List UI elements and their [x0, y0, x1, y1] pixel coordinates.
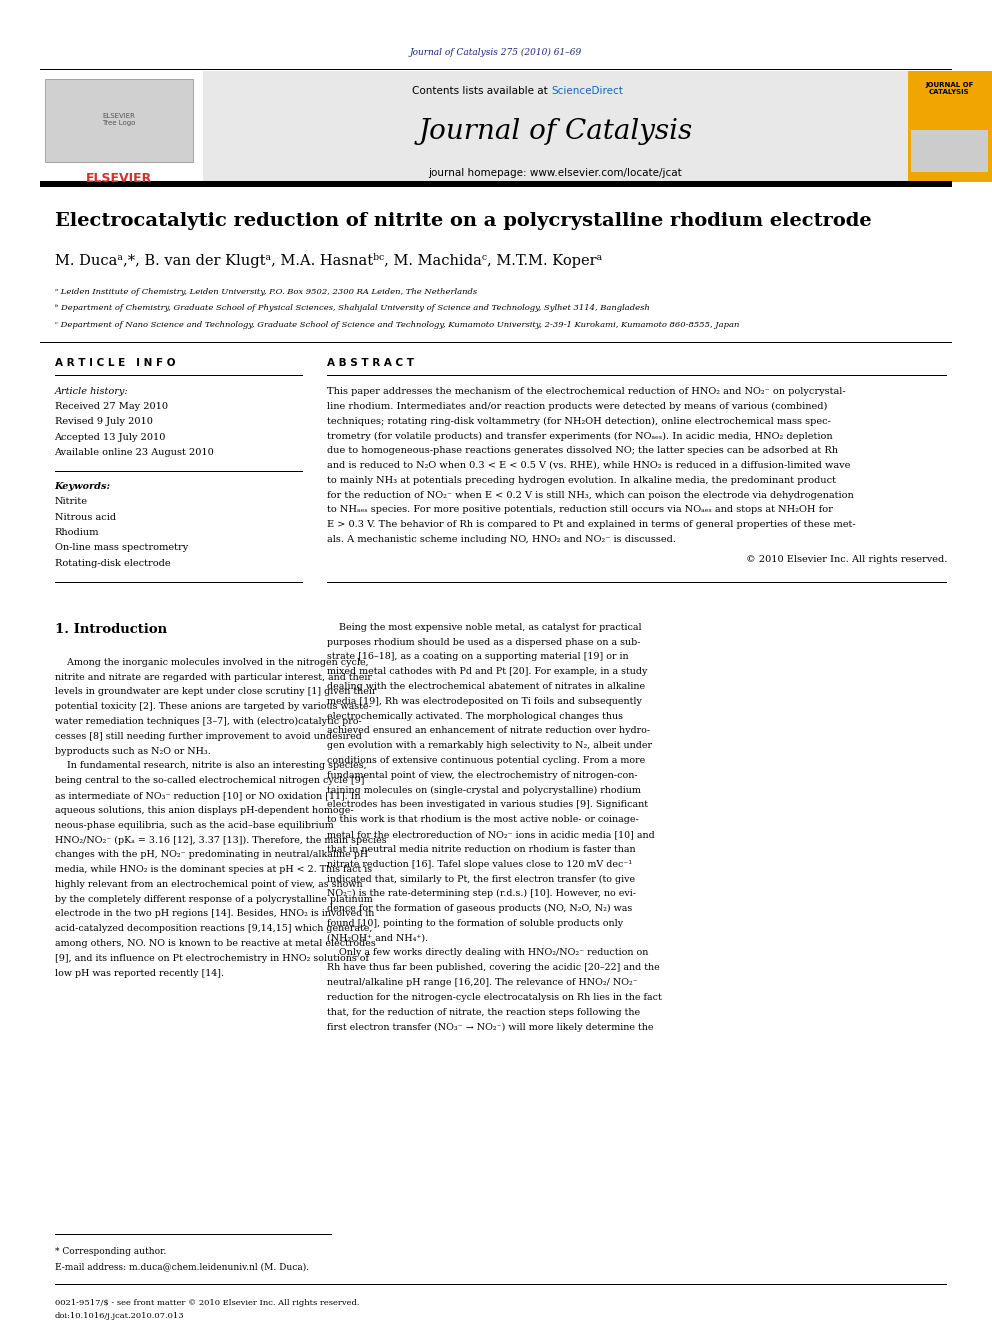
Text: als. A mechanistic scheme including NO, HNO₂ and NO₂⁻ is discussed.: als. A mechanistic scheme including NO, … [327, 534, 677, 544]
Text: achieved ensured an enhancement of nitrate reduction over hydro-: achieved ensured an enhancement of nitra… [327, 726, 651, 736]
Text: Revised 9 July 2010: Revised 9 July 2010 [55, 418, 153, 426]
Text: ELSEVIER
Tree Logo: ELSEVIER Tree Logo [102, 114, 136, 127]
Text: Electrocatalytic reduction of nitrite on a polycrystalline rhodium electrode: Electrocatalytic reduction of nitrite on… [55, 212, 871, 230]
Bar [911, 130, 988, 172]
Text: potential toxicity [2]. These anions are targeted by various waste-: potential toxicity [2]. These anions are… [55, 703, 371, 712]
Text: aqueous solutions, this anion displays pH-dependent homoge-: aqueous solutions, this anion displays p… [55, 806, 353, 815]
Text: [9], and its influence on Pt electrochemistry in HNO₂ solutions of: [9], and its influence on Pt electrochem… [55, 954, 369, 963]
Text: A R T I C L E   I N F O: A R T I C L E I N F O [55, 359, 175, 368]
Text: Rotating-disk electrode: Rotating-disk electrode [55, 560, 171, 568]
Text: taining molecules on (single-crystal and polycrystalline) rhodium: taining molecules on (single-crystal and… [327, 786, 641, 795]
Text: ᵇ Department of Chemistry, Graduate School of Physical Sciences, Shahjalal Unive: ᵇ Department of Chemistry, Graduate Scho… [55, 304, 650, 312]
Text: dealing with the electrochemical abatement of nitrates in alkaline: dealing with the electrochemical abateme… [327, 681, 646, 691]
Text: for the reduction of NO₂⁻ when E < 0.2 V is still NH₃, which can poison the elec: for the reduction of NO₂⁻ when E < 0.2 V… [327, 491, 854, 500]
Text: by the completely different response of a polycrystalline platinum: by the completely different response of … [55, 894, 372, 904]
Text: ScienceDirect: ScienceDirect [552, 86, 623, 97]
Text: metal for the electroreduction of NO₂⁻ ions in acidic media [10] and: metal for the electroreduction of NO₂⁻ i… [327, 830, 655, 839]
Text: nitrite and nitrate are regarded with particular interest, and their: nitrite and nitrate are regarded with pa… [55, 672, 371, 681]
Text: to this work is that rhodium is the most active noble- or coinage-: to this work is that rhodium is the most… [327, 815, 639, 824]
Text: cesses [8] still needing further improvement to avoid undesired: cesses [8] still needing further improve… [55, 732, 361, 741]
Text: Among the inorganic molecules involved in the nitrogen cycle,: Among the inorganic molecules involved i… [55, 658, 368, 667]
Text: dence for the formation of gaseous products (NO, N₂O, N₂) was: dence for the formation of gaseous produ… [327, 904, 633, 913]
Text: techniques; rotating ring-disk voltammetry (for NH₂OH detection), online electro: techniques; rotating ring-disk voltammet… [327, 417, 831, 426]
Text: purposes rhodium should be used as a dispersed phase on a sub-: purposes rhodium should be used as a dis… [327, 638, 641, 647]
Text: Keywords:: Keywords: [55, 482, 111, 491]
Text: Rh have thus far been published, covering the acidic [20–22] and the: Rh have thus far been published, coverin… [327, 963, 660, 972]
Text: that in neutral media nitrite reduction on rhodium is faster than: that in neutral media nitrite reduction … [327, 845, 636, 853]
Text: ELSEVIER: ELSEVIER [86, 172, 152, 185]
Bar [40, 181, 952, 187]
Text: © 2010 Elsevier Inc. All rights reserved.: © 2010 Elsevier Inc. All rights reserved… [746, 554, 947, 564]
Text: low pH was reported recently [14].: low pH was reported recently [14]. [55, 968, 223, 978]
Text: 1. Introduction: 1. Introduction [55, 623, 167, 636]
Text: neous-phase equilibria, such as the acid–base equilibrium: neous-phase equilibria, such as the acid… [55, 820, 333, 830]
Text: Journal of Catalysis 275 (2010) 61–69: Journal of Catalysis 275 (2010) 61–69 [410, 48, 582, 57]
Text: Available online 23 August 2010: Available online 23 August 2010 [55, 448, 214, 458]
Text: This paper addresses the mechanism of the electrochemical reduction of HNO₂ and : This paper addresses the mechanism of th… [327, 388, 846, 396]
Text: due to homogeneous-phase reactions generates dissolved NO; the latter species ca: due to homogeneous-phase reactions gener… [327, 446, 838, 455]
Text: trometry (for volatile products) and transfer experiments (for NOₐₑₛ). In acidic: trometry (for volatile products) and tra… [327, 431, 833, 441]
Text: being central to the so-called electrochemical nitrogen cycle [9]: being central to the so-called electroch… [55, 777, 364, 785]
Text: changes with the pH, NO₂⁻ predominating in neutral/alkaline pH: changes with the pH, NO₂⁻ predominating … [55, 851, 368, 859]
Text: acid-catalyzed decomposition reactions [9,14,15] which generate,: acid-catalyzed decomposition reactions [… [55, 925, 372, 933]
Text: On-line mass spectrometry: On-line mass spectrometry [55, 544, 187, 553]
Text: (NH₂OH⁺ and NH₄⁺).: (NH₂OH⁺ and NH₄⁺). [327, 934, 429, 942]
Text: E > 0.3 V. The behavior of Rh is compared to Pt and explained in terms of genera: E > 0.3 V. The behavior of Rh is compare… [327, 520, 856, 529]
Text: found [10], pointing to the formation of soluble products only: found [10], pointing to the formation of… [327, 918, 624, 927]
Text: E-mail address: m.duca@chem.leidenuniv.nl (M. Duca).: E-mail address: m.duca@chem.leidenuniv.n… [55, 1262, 309, 1271]
Text: Nitrite: Nitrite [55, 497, 87, 505]
Text: Accepted 13 July 2010: Accepted 13 July 2010 [55, 433, 166, 442]
Text: Nitrous acid: Nitrous acid [55, 512, 116, 521]
Text: media [19], Rh was electrodeposited on Ti foils and subsequently: media [19], Rh was electrodeposited on T… [327, 697, 642, 705]
Text: to mainly NH₃ at potentials preceding hydrogen evolution. In alkaline media, the: to mainly NH₃ at potentials preceding hy… [327, 476, 836, 484]
Text: Being the most expensive noble metal, as catalyst for practical: Being the most expensive noble metal, as… [327, 623, 642, 632]
Bar [45, 79, 193, 161]
Text: In fundamental research, nitrite is also an interesting species,: In fundamental research, nitrite is also… [55, 762, 366, 770]
Bar [40, 71, 203, 183]
Text: mixed metal cathodes with Pd and Pt [20]. For example, in a study: mixed metal cathodes with Pd and Pt [20]… [327, 667, 648, 676]
Bar [203, 71, 908, 183]
Text: as intermediate of NO₃⁻ reduction [10] or NO oxidation [11]. In: as intermediate of NO₃⁻ reduction [10] o… [55, 791, 360, 800]
Text: levels in groundwater are kept under close scrutiny [1] given their: levels in groundwater are kept under clo… [55, 688, 376, 696]
Text: journal homepage: www.elsevier.com/locate/jcat: journal homepage: www.elsevier.com/locat… [429, 168, 682, 179]
Text: strate [16–18], as a coating on a supporting material [19] or in: strate [16–18], as a coating on a suppor… [327, 652, 629, 662]
Text: indicated that, similarly to Pt, the first electron transfer (to give: indicated that, similarly to Pt, the fir… [327, 875, 636, 884]
Text: to NHₐₑₛ species. For more positive potentials, reduction still occurs via NOₐₑₛ: to NHₐₑₛ species. For more positive pote… [327, 505, 833, 515]
Text: 0021-9517/$ - see front matter © 2010 Elsevier Inc. All rights reserved.: 0021-9517/$ - see front matter © 2010 El… [55, 1299, 359, 1307]
Text: HNO₂/NO₂⁻ (pKₐ = 3.16 [12], 3.37 [13]). Therefore, the main species: HNO₂/NO₂⁻ (pKₐ = 3.16 [12], 3.37 [13]). … [55, 835, 386, 844]
Text: A B S T R A C T: A B S T R A C T [327, 359, 415, 368]
Text: fundamental point of view, the electrochemistry of nitrogen-con-: fundamental point of view, the electroch… [327, 771, 638, 779]
Text: line rhodium. Intermediates and/or reaction products were detected by means of v: line rhodium. Intermediates and/or react… [327, 402, 827, 411]
Text: electrode in the two pH regions [14]. Besides, HNO₂ is involved in: electrode in the two pH regions [14]. Be… [55, 909, 374, 918]
Text: media, while HNO₂ is the dominant species at pH < 2. This fact is: media, while HNO₂ is the dominant specie… [55, 865, 372, 875]
Text: water remediation techniques [3–7], with (electro)catalytic pro-: water remediation techniques [3–7], with… [55, 717, 361, 726]
Text: ᵃ Leiden Institute of Chemistry, Leiden University, P.O. Box 9502, 2300 RA Leide: ᵃ Leiden Institute of Chemistry, Leiden … [55, 288, 477, 296]
Text: reduction for the nitrogen-cycle electrocatalysis on Rh lies in the fact: reduction for the nitrogen-cycle electro… [327, 992, 662, 1002]
Text: JOURNAL OF
CATALYSIS: JOURNAL OF CATALYSIS [926, 82, 973, 95]
Text: M. Ducaᵃ,*, B. van der Klugtᵃ, M.A. Hasnatᵇᶜ, M. Machidaᶜ, M.T.M. Koperᵃ: M. Ducaᵃ,*, B. van der Klugtᵃ, M.A. Hasn… [55, 253, 602, 269]
Text: NO₂⁻) is the rate-determining step (r.d.s.) [10]. However, no evi-: NO₂⁻) is the rate-determining step (r.d.… [327, 889, 636, 898]
Text: conditions of extensive continuous potential cycling. From a more: conditions of extensive continuous poten… [327, 755, 646, 765]
Text: byproducts such as N₂O or NH₃.: byproducts such as N₂O or NH₃. [55, 746, 210, 755]
Text: * Corresponding author.: * Corresponding author. [55, 1248, 166, 1256]
Text: gen evolution with a remarkably high selectivity to N₂, albeit under: gen evolution with a remarkably high sel… [327, 741, 653, 750]
Text: Rhodium: Rhodium [55, 528, 99, 537]
Text: electrochemically activated. The morphological changes thus: electrochemically activated. The morphol… [327, 712, 623, 721]
Text: doi:10.1016/j.jcat.2010.07.013: doi:10.1016/j.jcat.2010.07.013 [55, 1312, 185, 1320]
Text: among others, NO. NO is known to be reactive at metal electrodes: among others, NO. NO is known to be reac… [55, 939, 375, 949]
Text: highly relevant from an electrochemical point of view, as shown: highly relevant from an electrochemical … [55, 880, 362, 889]
Bar [908, 71, 992, 183]
Text: and is reduced to N₂O when 0.3 < E < 0.5 V (vs. RHE), while HNO₂ is reduced in a: and is reduced to N₂O when 0.3 < E < 0.5… [327, 460, 851, 470]
Text: Article history:: Article history: [55, 388, 128, 396]
Text: first electron transfer (NO₃⁻ → NO₂⁻) will more likely determine the: first electron transfer (NO₃⁻ → NO₂⁻) wi… [327, 1023, 654, 1032]
Text: ᶜ Department of Nano Science and Technology, Graduate School of Science and Tech: ᶜ Department of Nano Science and Technol… [55, 321, 739, 329]
Text: Contents lists available at: Contents lists available at [412, 86, 551, 97]
Text: Journal of Catalysis: Journal of Catalysis [419, 118, 692, 146]
Text: that, for the reduction of nitrate, the reaction steps following the: that, for the reduction of nitrate, the … [327, 1008, 641, 1016]
Text: neutral/alkaline pH range [16,20]. The relevance of HNO₂/ NO₂⁻: neutral/alkaline pH range [16,20]. The r… [327, 978, 638, 987]
Text: electrodes has been investigated in various studies [9]. Significant: electrodes has been investigated in vari… [327, 800, 649, 810]
Text: nitrate reduction [16]. Tafel slope values close to 120 mV dec⁻¹: nitrate reduction [16]. Tafel slope valu… [327, 860, 633, 869]
Text: Received 27 May 2010: Received 27 May 2010 [55, 402, 168, 411]
Text: Only a few works directly dealing with HNO₂/NO₂⁻ reduction on: Only a few works directly dealing with H… [327, 949, 649, 958]
